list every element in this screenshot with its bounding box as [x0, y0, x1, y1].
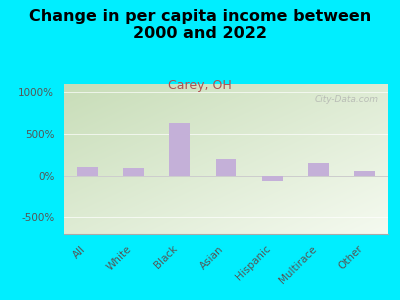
Bar: [77, 167, 98, 176]
Bar: [123, 168, 144, 176]
Bar: [354, 171, 375, 176]
Bar: [169, 123, 190, 176]
Text: City-Data.com: City-Data.com: [314, 94, 378, 103]
Text: Carey, OH: Carey, OH: [168, 80, 232, 92]
Bar: [308, 163, 329, 176]
Bar: [216, 159, 236, 176]
Text: Change in per capita income between
2000 and 2022: Change in per capita income between 2000…: [29, 9, 371, 41]
Bar: [262, 176, 283, 181]
